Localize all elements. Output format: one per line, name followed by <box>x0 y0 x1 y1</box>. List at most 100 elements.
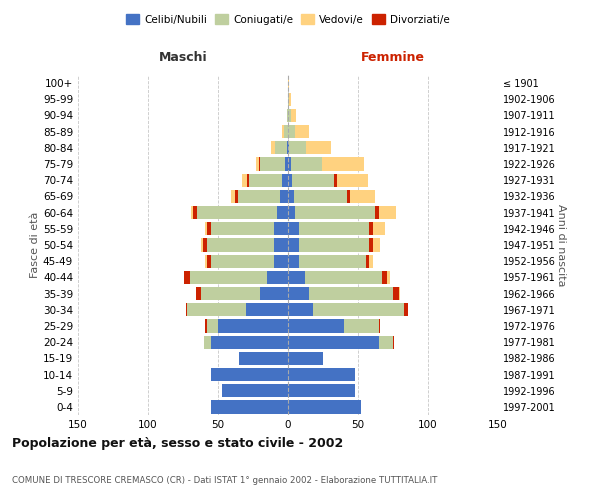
Bar <box>287 109 288 122</box>
Bar <box>191 206 193 220</box>
Text: COMUNE DI TRESCORE CREMASCO (CR) - Dati ISTAT 1° gennaio 2002 - Elaborazione TUT: COMUNE DI TRESCORE CREMASCO (CR) - Dati … <box>12 476 437 485</box>
Bar <box>347 190 350 203</box>
Bar <box>289 92 291 106</box>
Bar <box>379 336 393 349</box>
Bar <box>313 303 404 316</box>
Bar <box>288 238 299 252</box>
Bar <box>205 222 207 235</box>
Bar <box>203 238 207 252</box>
Bar <box>295 125 309 138</box>
Bar <box>369 222 373 235</box>
Bar <box>373 222 385 235</box>
Bar <box>334 174 337 187</box>
Bar <box>288 92 289 106</box>
Bar <box>350 190 375 203</box>
Bar <box>369 238 373 252</box>
Bar <box>289 141 306 154</box>
Bar <box>375 206 379 220</box>
Bar <box>292 174 334 187</box>
Bar <box>288 190 293 203</box>
Bar <box>288 400 361 413</box>
Bar <box>218 320 288 332</box>
Bar <box>239 352 288 365</box>
Bar <box>186 303 187 316</box>
Bar <box>197 206 277 220</box>
Bar <box>222 384 288 398</box>
Bar <box>393 287 398 300</box>
Bar <box>277 206 288 220</box>
Bar <box>249 174 283 187</box>
Bar <box>373 238 380 252</box>
Bar <box>238 190 280 203</box>
Bar <box>274 254 288 268</box>
Bar <box>404 303 409 316</box>
Bar <box>299 238 369 252</box>
Bar <box>291 109 296 122</box>
Bar <box>288 76 289 90</box>
Bar <box>256 158 259 170</box>
Bar <box>288 368 355 381</box>
Bar <box>190 270 267 284</box>
Bar <box>299 254 367 268</box>
Bar <box>211 336 288 349</box>
Bar <box>201 287 260 300</box>
Bar <box>288 287 309 300</box>
Bar <box>205 320 207 332</box>
Bar <box>207 222 211 235</box>
Bar <box>284 125 288 138</box>
Bar <box>275 141 287 154</box>
Y-axis label: Anni di nascita: Anni di nascita <box>556 204 566 286</box>
Bar <box>288 206 295 220</box>
Bar <box>288 222 299 235</box>
Bar <box>187 303 246 316</box>
Bar <box>211 222 274 235</box>
Bar <box>247 174 249 187</box>
Bar <box>288 109 291 122</box>
Bar <box>285 158 288 170</box>
Bar <box>379 320 380 332</box>
Bar <box>288 320 344 332</box>
Bar <box>280 190 288 203</box>
Bar <box>260 287 288 300</box>
Bar <box>388 270 390 284</box>
Bar <box>207 254 211 268</box>
Bar <box>201 238 203 252</box>
Bar <box>288 384 355 398</box>
Bar <box>369 254 373 268</box>
Bar <box>246 303 288 316</box>
Bar <box>288 125 295 138</box>
Bar <box>288 158 291 170</box>
Bar <box>367 254 369 268</box>
Bar <box>207 238 274 252</box>
Bar <box>267 270 288 284</box>
Bar <box>259 158 260 170</box>
Bar <box>196 287 201 300</box>
Bar <box>211 368 288 381</box>
Bar <box>193 206 197 220</box>
Bar <box>260 158 285 170</box>
Bar <box>309 287 393 300</box>
Text: Femmine: Femmine <box>361 50 425 64</box>
Bar <box>274 222 288 235</box>
Bar <box>305 270 382 284</box>
Bar <box>288 336 379 349</box>
Bar <box>211 254 274 268</box>
Legend: Celibi/Nubili, Coniugati/e, Vedovi/e, Divorziati/e: Celibi/Nubili, Coniugati/e, Vedovi/e, Di… <box>122 10 454 29</box>
Bar <box>271 141 275 154</box>
Text: Maschi: Maschi <box>158 50 208 64</box>
Bar <box>288 254 299 268</box>
Bar <box>274 238 288 252</box>
Bar <box>337 174 368 187</box>
Bar <box>299 222 369 235</box>
Bar <box>382 270 388 284</box>
Bar <box>293 190 347 203</box>
Bar <box>379 206 396 220</box>
Bar <box>306 141 331 154</box>
Bar <box>291 158 322 170</box>
Bar <box>393 336 394 349</box>
Bar <box>398 287 400 300</box>
Bar <box>288 270 305 284</box>
Bar <box>204 336 211 349</box>
Bar <box>207 320 218 332</box>
Bar <box>322 158 364 170</box>
